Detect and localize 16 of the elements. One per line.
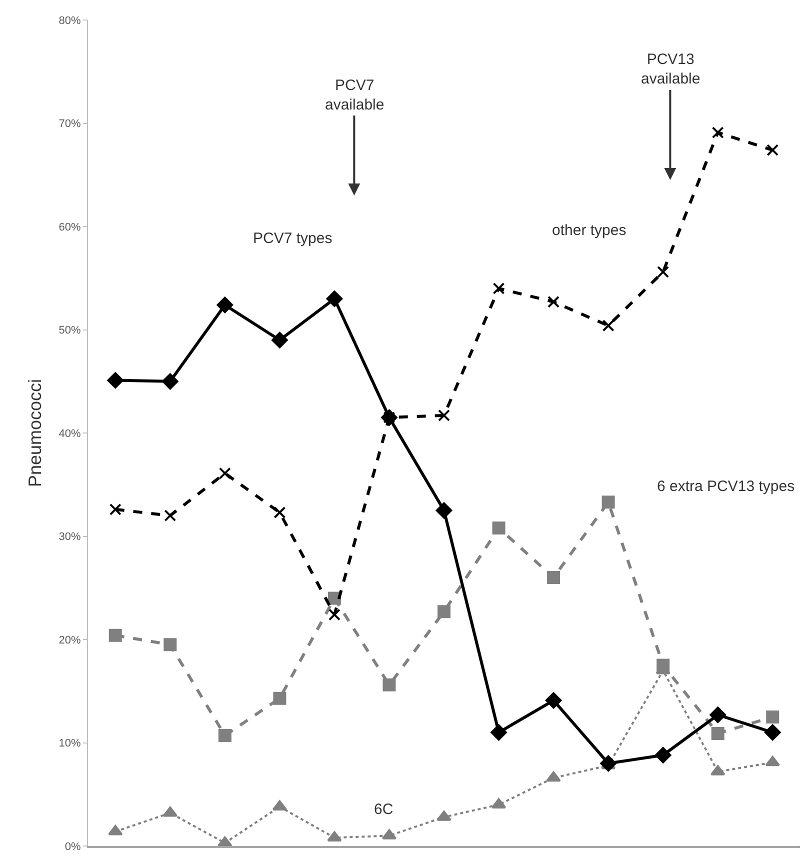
text: other types <box>552 222 626 239</box>
text: 6 extra PCV13 types <box>657 478 795 495</box>
y-tick-label: 50% <box>58 324 82 337</box>
y-tick-label: 70% <box>58 118 82 130</box>
y-tick-label: 20% <box>58 634 82 646</box>
y-axis-title: Pneumococci <box>24 378 45 488</box>
y-tick-label: 10% <box>58 738 82 750</box>
y-tick-label: 0% <box>64 840 82 853</box>
y-tick-label: 40% <box>58 428 82 440</box>
text: PCV7 types <box>253 230 332 247</box>
annotation: PCV13 available <box>641 51 700 88</box>
y-tick-label: 80% <box>58 14 82 27</box>
annotation: PCV7 available <box>325 77 384 114</box>
y-tick-label: 60% <box>58 221 82 234</box>
y-tick-label: 30% <box>58 531 82 544</box>
series-label: 6C <box>374 801 394 818</box>
